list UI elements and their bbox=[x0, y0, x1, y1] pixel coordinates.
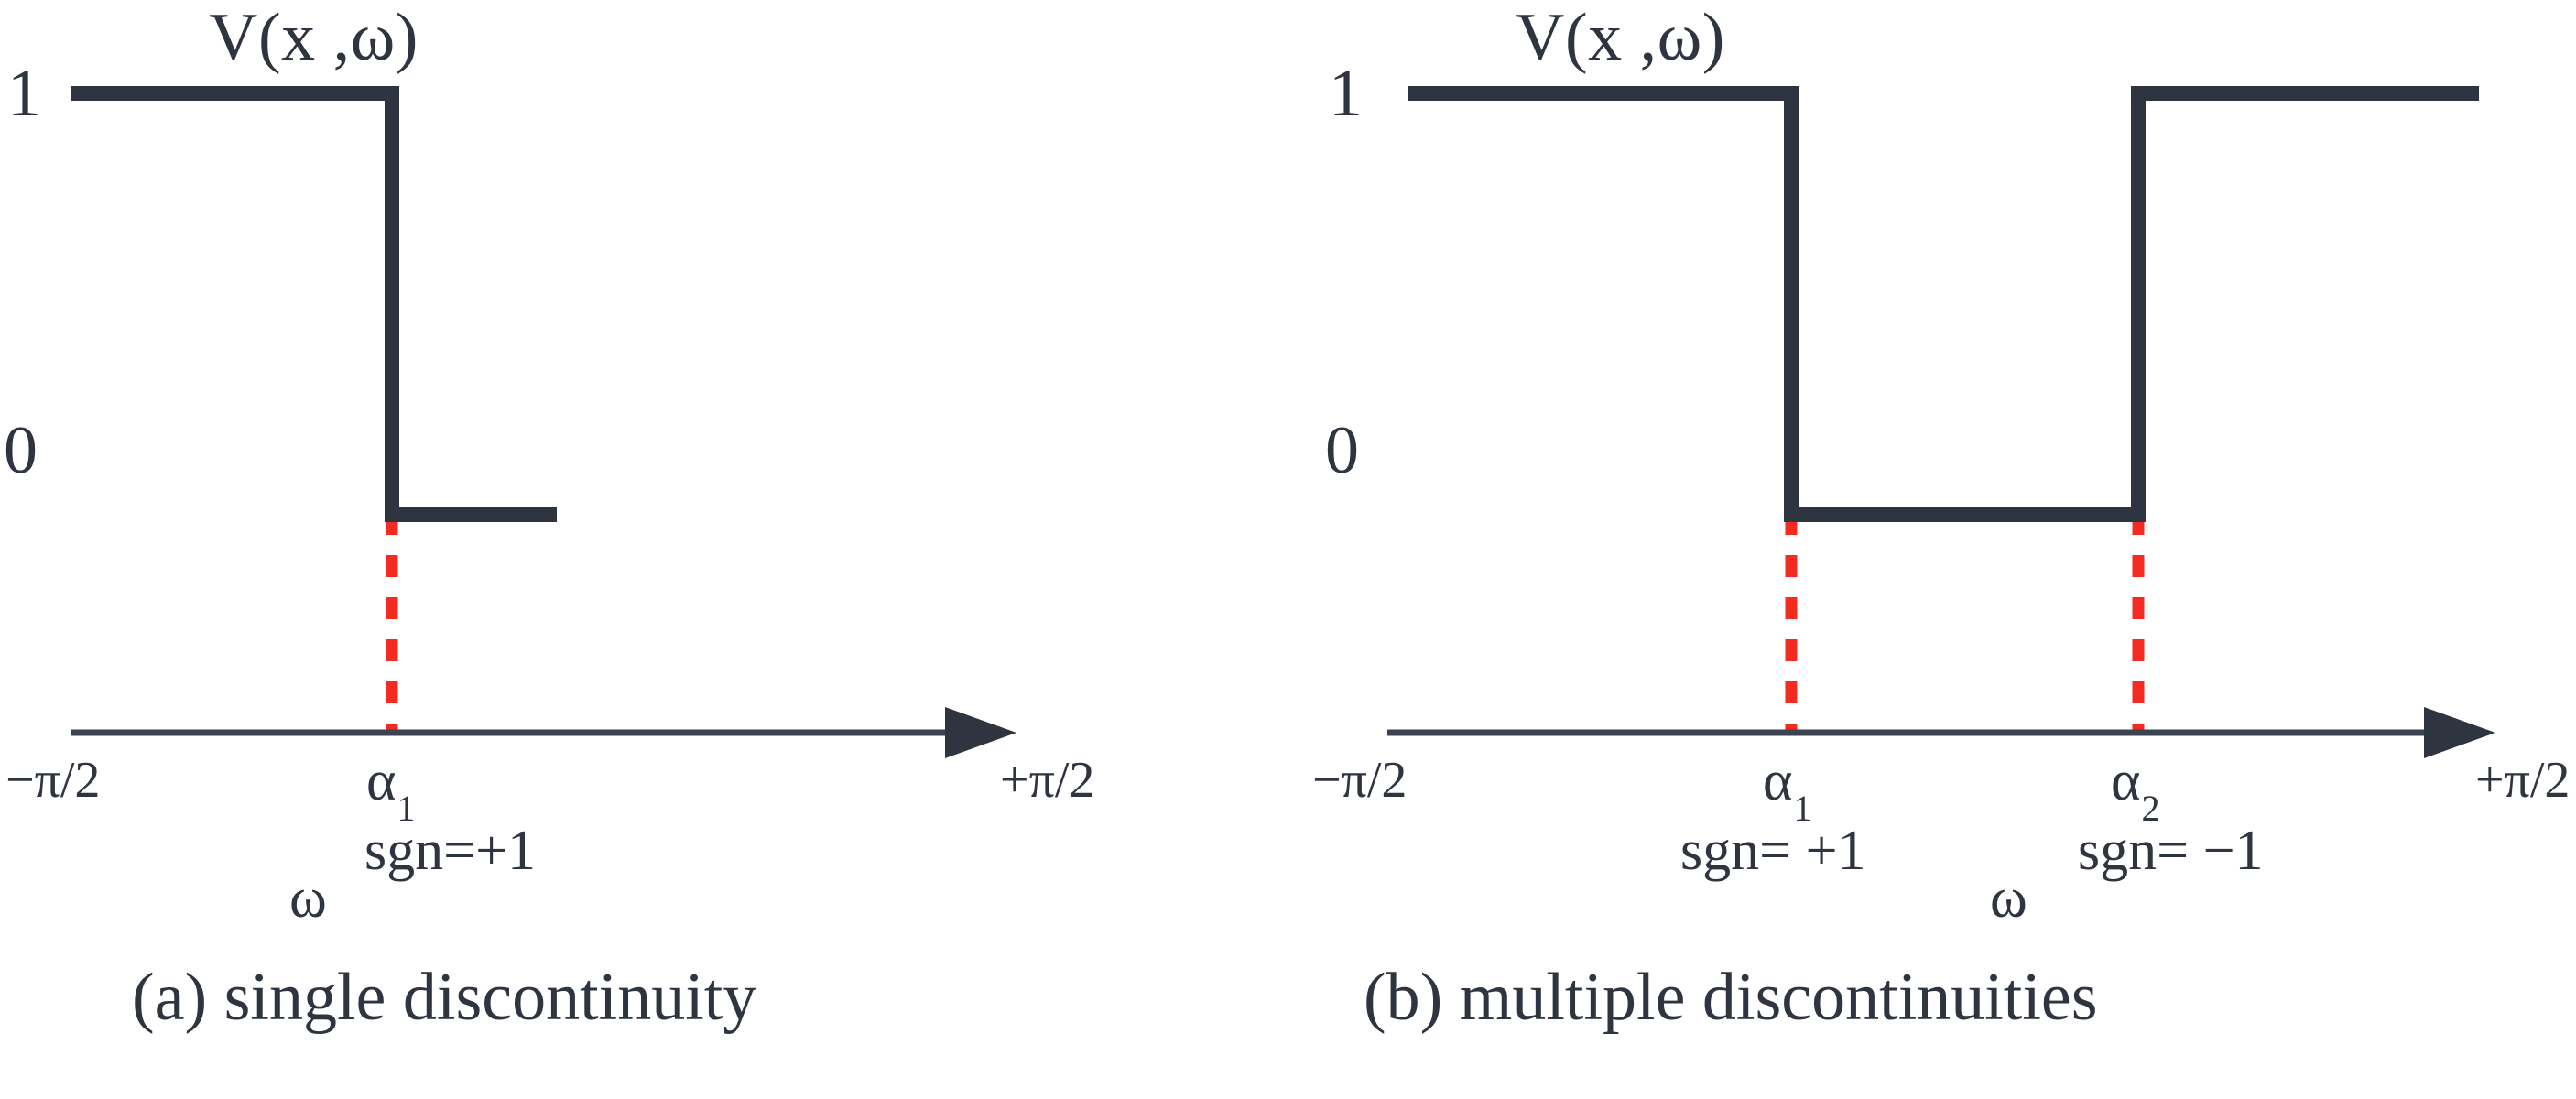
alpha2-symbol: α bbox=[2111, 750, 2141, 812]
step-curve bbox=[1408, 86, 2479, 522]
x-axis-arrow-icon bbox=[945, 707, 1016, 758]
alpha2-label: α2 bbox=[2111, 750, 2159, 827]
sgn1-label: sgn= +1 bbox=[1680, 820, 1866, 882]
alpha1-subscript: 1 bbox=[1793, 788, 1812, 830]
alpha1-symbol: α bbox=[366, 750, 397, 812]
alpha1-subscript: 1 bbox=[397, 788, 416, 830]
panel-b-plot bbox=[1387, 86, 2495, 758]
panel-b-caption: (b) multiple discontinuities bbox=[1364, 960, 2098, 1035]
alpha1-symbol: α bbox=[1763, 750, 1793, 812]
x-tick-left: −π/2 bbox=[5, 752, 101, 809]
x-tick-right: +π/2 bbox=[2475, 752, 2571, 809]
y-label-high: 1 bbox=[7, 56, 41, 131]
y-label-high: 1 bbox=[1329, 56, 1363, 131]
sgn1-label: sgn=+1 bbox=[364, 820, 537, 882]
x-tick-left: −π/2 bbox=[1312, 752, 1408, 809]
alpha1-label: α1 bbox=[1763, 750, 1811, 827]
y-label-low: 0 bbox=[1325, 413, 1359, 488]
x-axis-arrow-icon bbox=[2424, 707, 2495, 758]
alpha1-label: α1 bbox=[366, 750, 415, 827]
panel-multiple-discontinuities: V(x ,ω) 1 0 −π/2 +π/2 α1 sgn= +1 α2 sgn=… bbox=[1288, 0, 2576, 1099]
panel-single-discontinuity: V(x ,ω) 1 0 −π/2 +π/2 α1 sgn=+1 ω (a) si… bbox=[4, 0, 1095, 1035]
y-label-low: 0 bbox=[4, 413, 38, 488]
x-tick-right: +π/2 bbox=[1000, 752, 1095, 809]
sgn2-label: sgn= −1 bbox=[2078, 820, 2264, 882]
panel-b-title: V(x ,ω) bbox=[1516, 0, 1725, 75]
x-axis-label: ω bbox=[289, 867, 327, 930]
alpha2-subscript: 2 bbox=[2141, 788, 2160, 830]
panel-a-plot bbox=[71, 86, 1016, 758]
x-axis-label: ω bbox=[1990, 867, 2027, 930]
panel-a-title: V(x ,ω) bbox=[209, 0, 418, 75]
panel-a-caption: (a) single discontinuity bbox=[132, 960, 757, 1035]
step-curve bbox=[71, 86, 557, 522]
